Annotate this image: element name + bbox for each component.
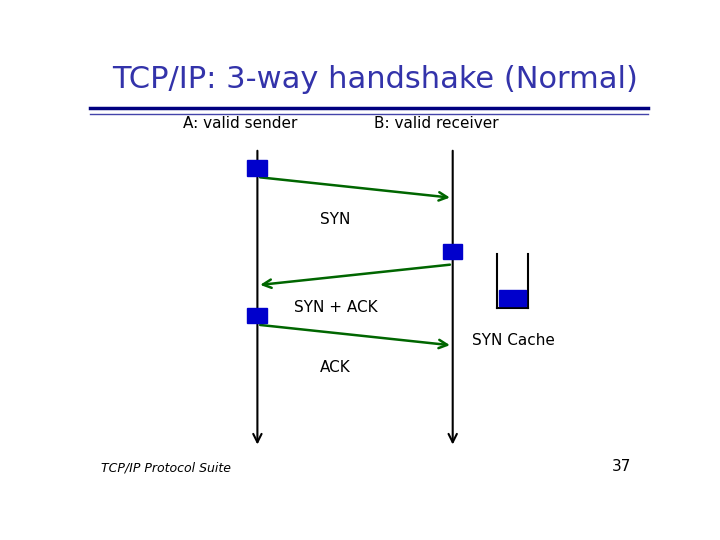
Text: 37: 37: [612, 460, 631, 474]
Text: B: valid receiver: B: valid receiver: [374, 116, 498, 131]
Text: TCP/IP Protocol Suite: TCP/IP Protocol Suite: [101, 461, 231, 474]
Text: SYN + ACK: SYN + ACK: [294, 300, 377, 315]
Text: A: valid sender: A: valid sender: [184, 116, 298, 131]
Text: SYN: SYN: [320, 212, 351, 227]
Text: ACK: ACK: [320, 360, 351, 375]
Text: TCP/IP: 3-way handshake (Normal): TCP/IP: 3-way handshake (Normal): [112, 65, 638, 94]
Bar: [248, 308, 267, 323]
Bar: [248, 160, 267, 176]
Text: SYN Cache: SYN Cache: [472, 333, 554, 348]
Bar: [499, 290, 526, 306]
Bar: [443, 244, 462, 259]
